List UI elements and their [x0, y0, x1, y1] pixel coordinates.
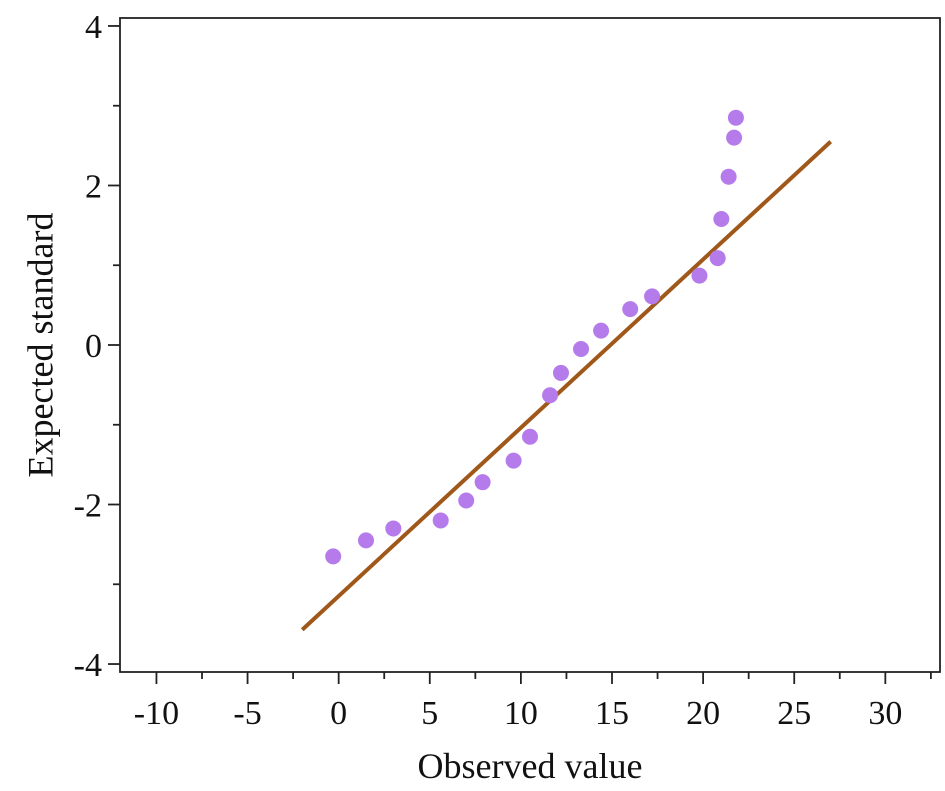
data-point [573, 340, 590, 357]
x-tick-label: -10 [134, 695, 179, 732]
data-point [644, 288, 661, 305]
x-tick-label: 30 [868, 695, 902, 732]
data-point [385, 520, 402, 537]
data-point [542, 387, 559, 404]
y-tick-label: -2 [74, 488, 102, 525]
y-tick-label: 2 [85, 168, 102, 205]
data-point [505, 452, 522, 469]
fit-line-layer [300, 140, 833, 632]
data-point [726, 129, 743, 146]
fit-line [300, 140, 833, 632]
data-point [552, 364, 569, 381]
y-axis-title: Expected standard [21, 213, 61, 478]
data-point [325, 548, 342, 565]
x-tick-label: 20 [686, 695, 720, 732]
data-point [622, 301, 639, 318]
data-point [358, 532, 374, 549]
plot-frame [119, 17, 941, 673]
data-point [474, 474, 491, 491]
y-tick-label: 4 [85, 9, 102, 46]
data-point [691, 267, 708, 284]
data-point [522, 428, 538, 445]
x-tick-label: 0 [330, 695, 347, 732]
axes-layer: -10 -5 0 5 10 15 20 25 30 -4 -2 0 2 4 [74, 9, 941, 732]
data-point [727, 109, 744, 126]
x-tick-label: 10 [504, 695, 538, 732]
x-tick-label: 25 [777, 695, 811, 732]
data-point [720, 168, 737, 185]
data-points-layer [325, 109, 744, 565]
x-tick-label: -5 [233, 695, 261, 732]
data-point [432, 512, 449, 529]
y-tick-label: 0 [85, 328, 102, 365]
x-axis-title: Observed value [418, 746, 643, 786]
data-point [713, 210, 730, 227]
y-tick-label: -4 [74, 647, 102, 684]
x-tick-label: 15 [595, 695, 629, 732]
x-tick-label: 5 [421, 695, 438, 732]
data-point [709, 250, 726, 267]
data-point [593, 322, 610, 339]
data-point [458, 492, 475, 509]
